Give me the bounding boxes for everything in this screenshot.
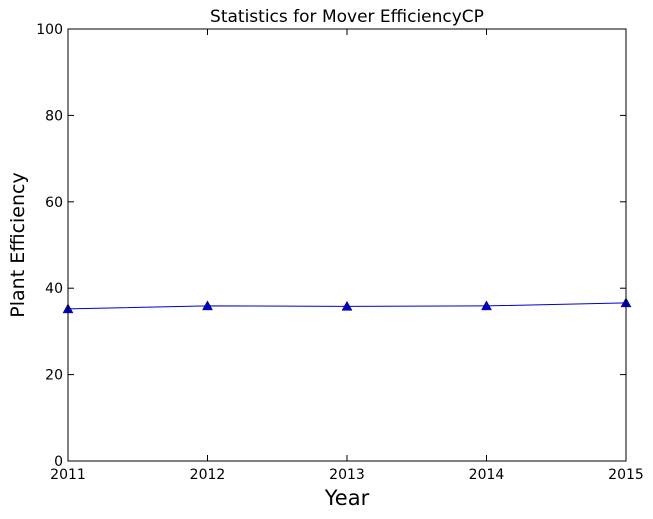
x-tick-label: 2013 (329, 467, 365, 483)
data-point-marker (341, 300, 353, 311)
x-tick-label: 2015 (608, 467, 644, 483)
y-axis-title: Plant Efficiency (7, 172, 29, 317)
x-tick-label: 2012 (190, 467, 226, 483)
tick-labels: 2011 2012 2013 2014 2015 0 20 40 60 80 100 (36, 22, 644, 483)
y-tick-label: 80 (45, 108, 63, 124)
data-point-marker (202, 300, 213, 311)
y-tick-label: 40 (45, 281, 63, 297)
data-point-marker (481, 300, 492, 311)
y-tick-label: 20 (45, 368, 63, 384)
x-tick-label: 2011 (50, 467, 86, 483)
axis-ticks (67, 28, 627, 462)
chart-title: Statistics for Mover EfficiencyCP (210, 7, 484, 27)
y-tick-label: 100 (36, 22, 63, 38)
x-tick-label: 2014 (469, 467, 505, 483)
x-axis-title: Year (324, 486, 370, 510)
y-tick-label: 0 (54, 454, 63, 470)
y-tick-label: 60 (45, 195, 63, 211)
plot-frame (67, 28, 627, 462)
series-layer (62, 297, 632, 314)
